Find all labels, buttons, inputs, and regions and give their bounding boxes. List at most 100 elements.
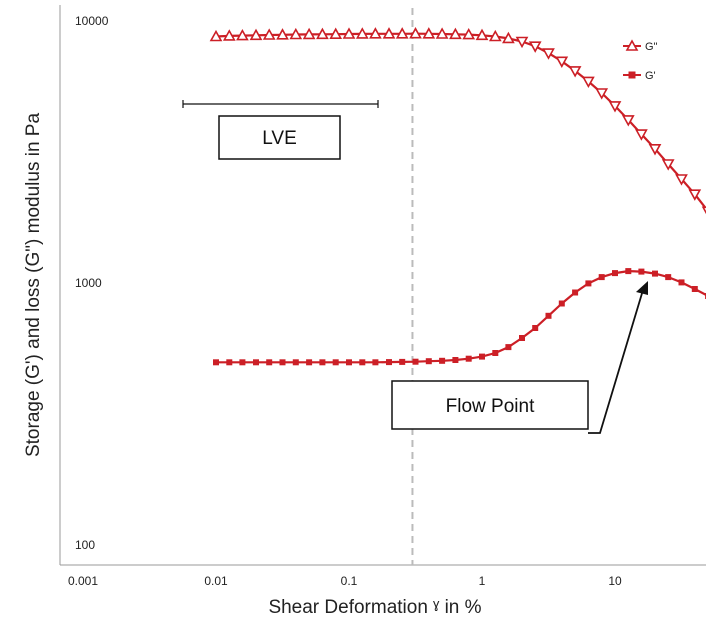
series-0-point-30 — [608, 101, 622, 113]
series-0-point-26 — [555, 56, 569, 68]
x-axis-label: Shear Deformation ˠ in % — [268, 597, 481, 618]
series-1-point-19 — [465, 355, 472, 362]
x-tick-label-0: 0.001 — [68, 574, 98, 588]
series-1-point-23 — [519, 335, 525, 341]
series-1 — [213, 268, 706, 366]
series-0-point-31 — [621, 115, 635, 127]
series-line-1 — [216, 270, 706, 364]
series-0-point-36 — [688, 189, 702, 201]
y-tick-label-2: 10000 — [75, 14, 109, 28]
series-1-point-13 — [386, 359, 392, 366]
series-1-point-35 — [678, 279, 685, 286]
flow-point-arrowhead — [636, 281, 648, 295]
series-0-point-25 — [542, 48, 555, 60]
series-1-point-6 — [292, 359, 299, 366]
series-0-point-24 — [528, 41, 542, 53]
series-1-point-15 — [412, 358, 419, 365]
series-0-point-19 — [462, 27, 476, 40]
x-tick-label-1: 0.01 — [204, 574, 228, 588]
series-0-point-32 — [635, 129, 648, 141]
series-1-point-34 — [665, 274, 672, 281]
series-1-point-31 — [625, 268, 632, 275]
series-1-point-29 — [598, 274, 605, 281]
series-0-point-12 — [369, 27, 382, 39]
series-1-point-28 — [585, 280, 592, 287]
y-axis-label: Storage (G') and loss (G") modulus in Pa — [23, 113, 44, 458]
series-0-point-28 — [582, 76, 595, 89]
x-tick-label-2: 0.1 — [341, 574, 358, 588]
series-0-point-11 — [355, 27, 369, 39]
series-0-point-29 — [595, 88, 609, 100]
series-1-point-11 — [359, 359, 366, 366]
series-1-point-27 — [572, 289, 579, 296]
flow-point-label-box — [391, 380, 589, 430]
series-1-point-18 — [452, 357, 459, 363]
series-0-point-17 — [435, 27, 449, 39]
series-1-point-5 — [279, 359, 286, 366]
series-1-point-10 — [346, 359, 352, 366]
lve-annotation: LVE — [182, 100, 379, 160]
series-0-point-14 — [395, 27, 409, 39]
lve-label-box — [218, 115, 341, 160]
series-0-point-35 — [675, 174, 688, 186]
series-1-point-16 — [425, 358, 432, 365]
series-1-point-12 — [372, 359, 379, 366]
legend-label-g-double-prime: G" — [645, 41, 658, 53]
series-1-point-22 — [505, 344, 512, 351]
series-1-point-20 — [479, 353, 485, 360]
series-1-point-30 — [612, 270, 618, 277]
series-1-point-0 — [213, 359, 219, 366]
lve-label: LVE — [262, 128, 297, 149]
series-1-point-14 — [399, 358, 406, 365]
series-0-point-15 — [409, 27, 422, 39]
series-1-point-7 — [306, 359, 313, 366]
series-1-point-36 — [691, 286, 698, 292]
series-0-point-13 — [382, 27, 396, 39]
series-0-point-27 — [568, 66, 582, 78]
series-0-point-8 — [316, 27, 329, 40]
flow-point-arrow-line — [588, 289, 644, 434]
series-0-point-0 — [209, 29, 223, 42]
series-0-point-22 — [502, 31, 515, 44]
x-tick-label-4: 10 — [608, 574, 622, 588]
series-0-point-20 — [475, 28, 489, 41]
series-0-point-1 — [222, 29, 236, 41]
y-tick-label-1: 1000 — [75, 276, 102, 290]
series-0-point-16 — [422, 27, 436, 39]
series-0-point-23 — [515, 36, 529, 49]
series-0-point-5 — [276, 28, 289, 40]
y-tick-labels: 100 1000 10000 — [75, 14, 109, 552]
series-1-point-1 — [226, 359, 233, 366]
series-1-point-3 — [253, 359, 259, 366]
series-1-point-32 — [638, 268, 645, 275]
series-1-point-21 — [492, 350, 499, 356]
series-0 — [209, 27, 706, 215]
series-0-point-34 — [661, 159, 675, 171]
legend-label-g-prime: G' — [645, 70, 656, 82]
series-1-point-26 — [558, 300, 565, 307]
series-1-point-9 — [332, 359, 339, 366]
series-0-point-21 — [488, 29, 502, 42]
x-tick-label-3: 1 — [479, 574, 486, 588]
series-1-point-25 — [545, 312, 552, 319]
series-0-point-2 — [236, 28, 249, 41]
legend-marker-square — [628, 71, 636, 79]
series-0-point-6 — [289, 27, 303, 40]
y-tick-label-0: 100 — [75, 538, 95, 552]
series-0-point-9 — [329, 27, 343, 40]
series-1-point-2 — [239, 359, 246, 366]
series-1-point-24 — [532, 325, 539, 331]
flow-point-label: Flow Point — [446, 396, 535, 417]
series-0-point-7 — [302, 27, 316, 40]
series-1-point-4 — [266, 359, 273, 366]
series-0-point-10 — [342, 27, 356, 39]
series-1-point-33 — [652, 270, 658, 277]
series-0-point-33 — [648, 144, 662, 156]
flow-point-annotation: Flow Point — [391, 281, 648, 434]
legend: G" G' — [623, 39, 658, 82]
series-0-point-3 — [249, 28, 263, 41]
series-1-point-8 — [319, 359, 326, 366]
series-0-point-4 — [262, 28, 276, 40]
